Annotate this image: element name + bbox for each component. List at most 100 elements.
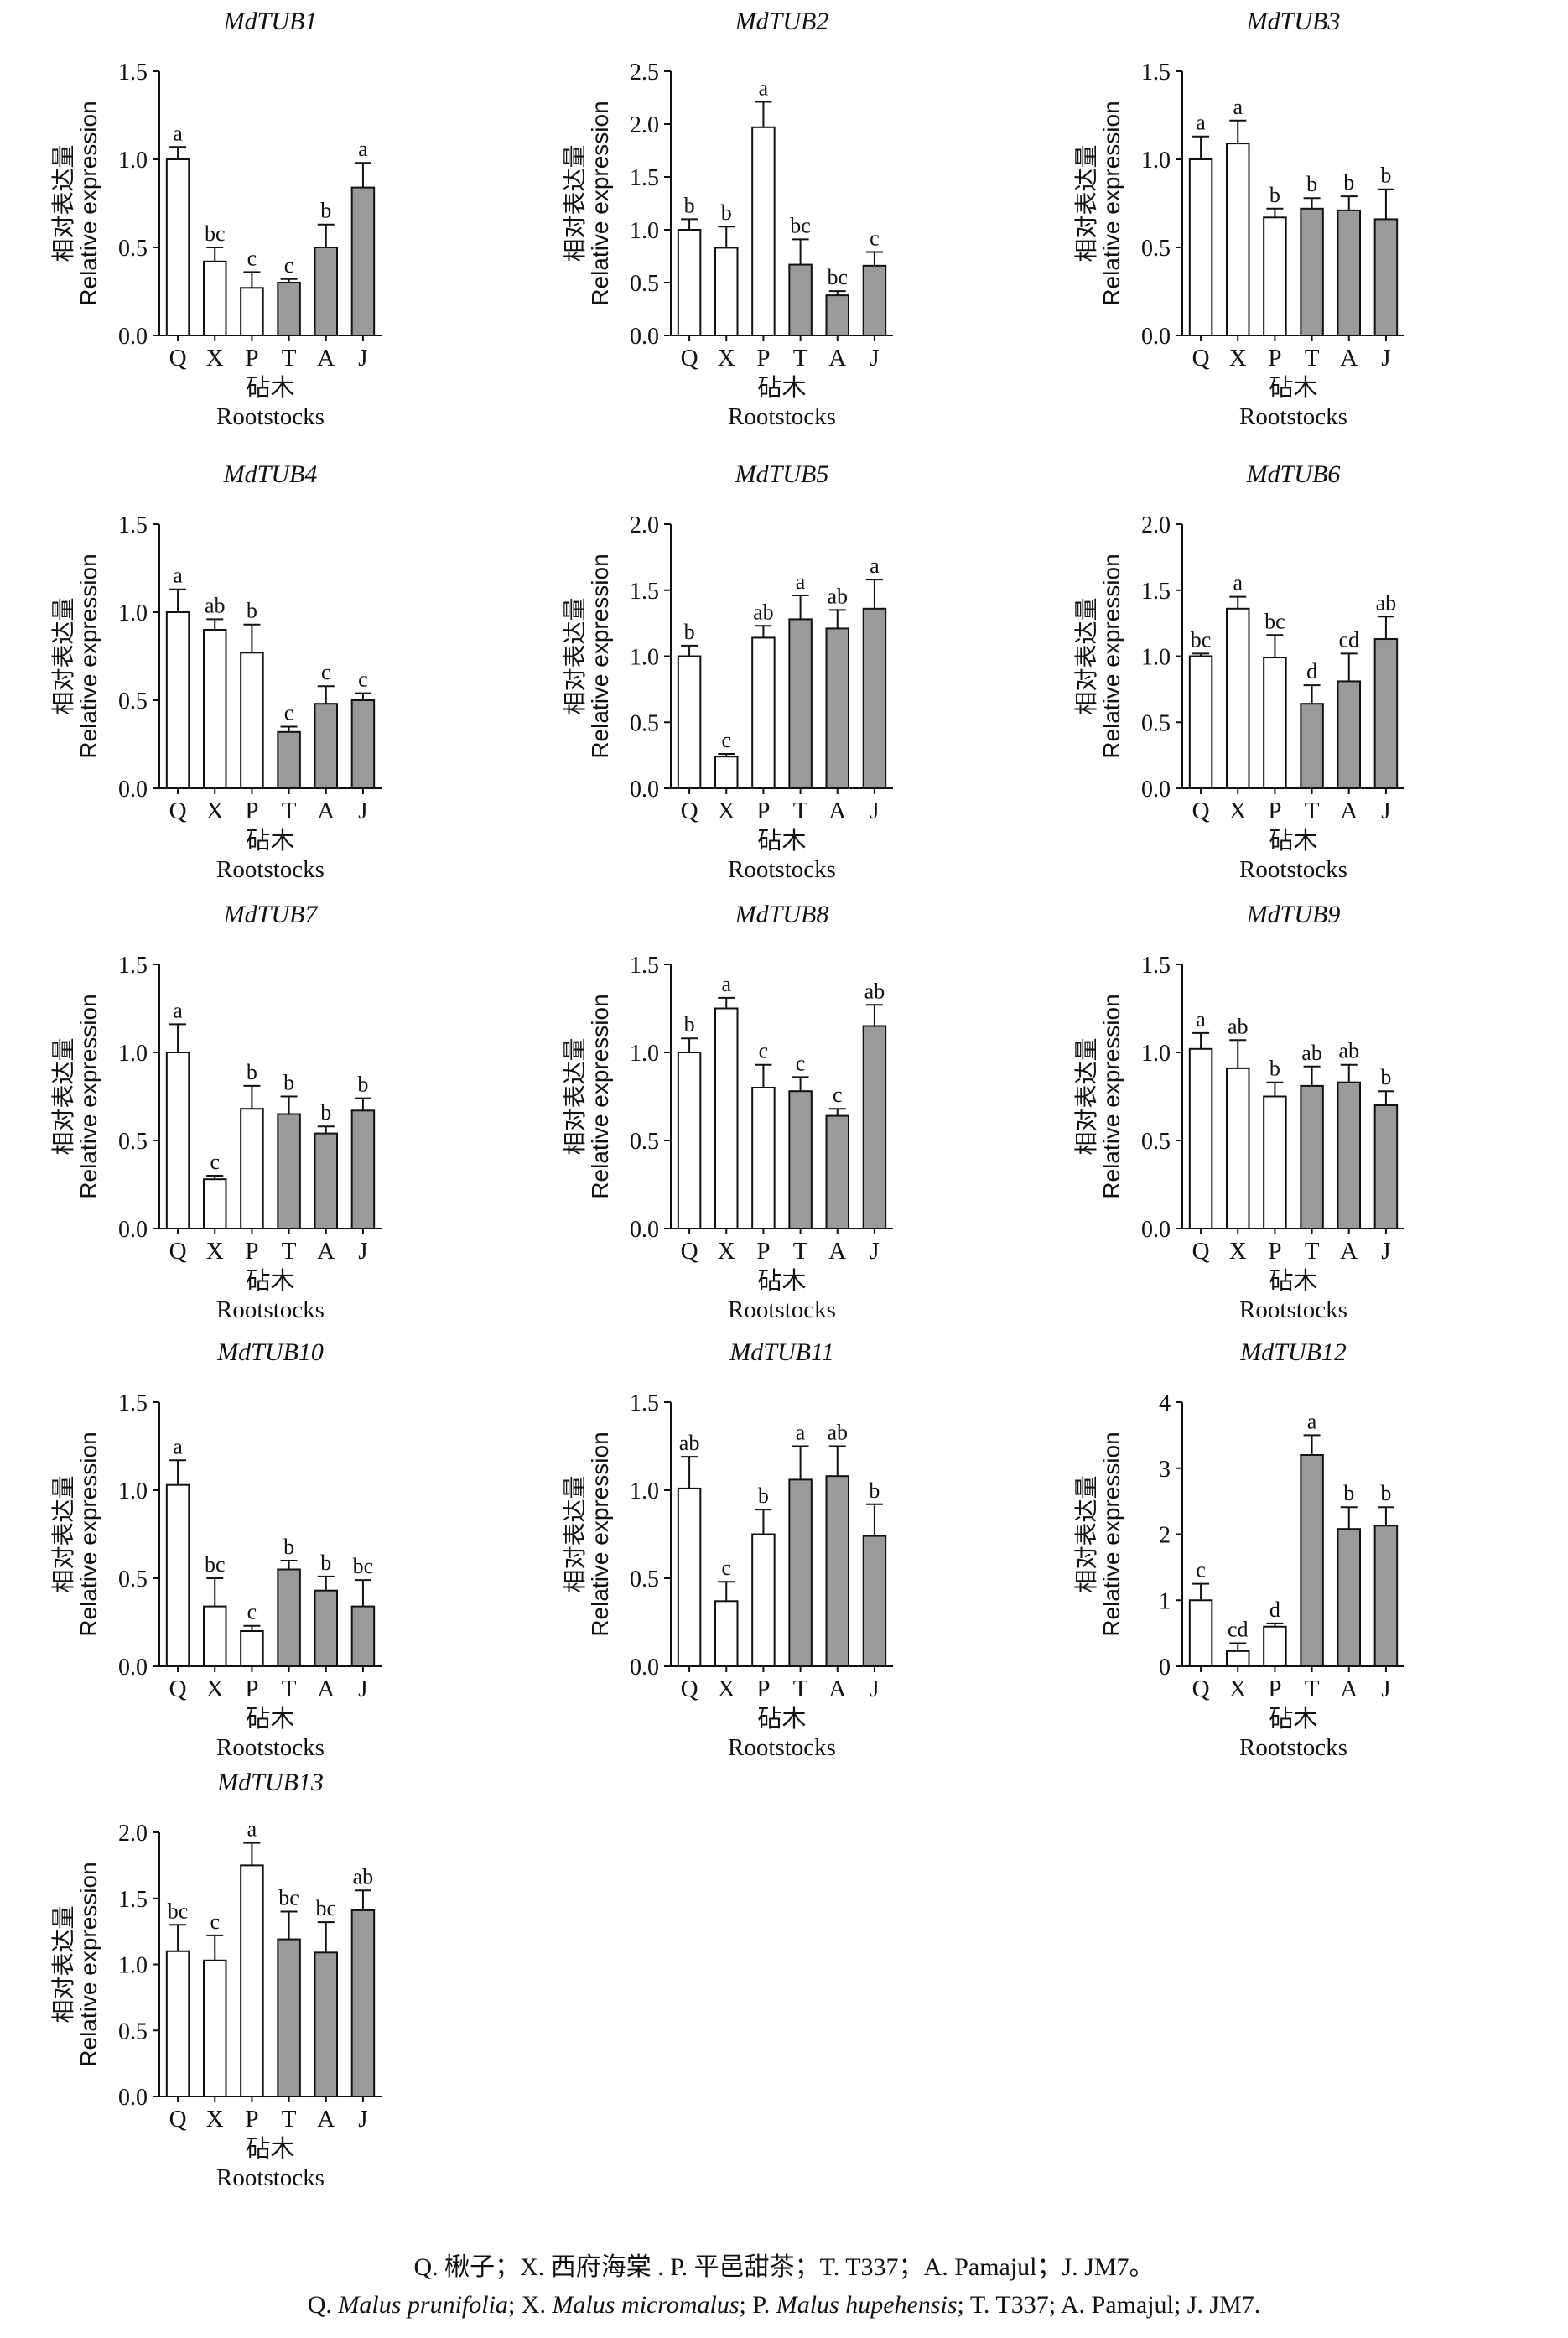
sig-letter-P: b bbox=[1269, 183, 1280, 207]
y-tick-label: 1.5 bbox=[1141, 953, 1171, 979]
bar-Q bbox=[677, 1487, 702, 1668]
x-tick-label-J: J bbox=[870, 798, 879, 824]
x-tick-label-A: A bbox=[1340, 798, 1358, 824]
sig-letter-A: c bbox=[833, 1083, 843, 1107]
x-axis-label-en: Rootstocks bbox=[728, 1296, 836, 1323]
x-axis-label-en: Rootstocks bbox=[1239, 1734, 1347, 1761]
y-axis-label-cn: 相对表达量 bbox=[562, 597, 588, 714]
y-tick-label: 0.0 bbox=[1141, 324, 1171, 350]
sig-letter-T: bc bbox=[790, 213, 811, 237]
x-tick-label-T: T bbox=[793, 798, 808, 824]
sig-letter-P: a bbox=[759, 76, 769, 101]
chart-title: MdTUB12 bbox=[1239, 1338, 1347, 1366]
x-tick-label-X: X bbox=[1229, 1676, 1247, 1702]
y-tick-label: 0.5 bbox=[118, 236, 148, 262]
sig-letter-X: c bbox=[210, 1150, 220, 1174]
bar-X bbox=[714, 1007, 739, 1229]
bar-P bbox=[1263, 1625, 1287, 1667]
x-axis-label-en: Rootstocks bbox=[728, 856, 836, 883]
chart-MdTUB11: MdTUB11 相对表达量 Relative expression 0.0 0.5 1.0… bbox=[562, 1338, 893, 1761]
x-tick-label-J: J bbox=[358, 798, 367, 824]
x-tick-label-P: P bbox=[1268, 798, 1281, 824]
y-tick-label: 4 bbox=[1159, 1390, 1171, 1416]
chart-MdTUB13: MdTUB13 相对表达量 Relative expression 0.0 0.5 1.0… bbox=[50, 1769, 382, 2191]
bar-Q bbox=[1188, 655, 1213, 789]
sig-letter-Q: a bbox=[173, 564, 183, 588]
sig-letter-P: b bbox=[1269, 1057, 1280, 1081]
chart-title: MdTUB8 bbox=[735, 901, 829, 928]
x-axis-label-cn: 砧木 bbox=[246, 1705, 294, 1733]
y-axis-label-cn: 相对表达量 bbox=[1073, 1475, 1099, 1592]
x-axis-label-en: Rootstocks bbox=[1239, 403, 1347, 430]
chart-title: MdTUB7 bbox=[223, 901, 319, 928]
bar-Q bbox=[677, 229, 702, 336]
y-tick-label: 0.0 bbox=[1141, 777, 1171, 803]
caption-line-1-text: Q. 楸子；X. 西府海棠 . P. 平邑甜茶；T. T337；A. Pamaj… bbox=[413, 2253, 1155, 2281]
x-tick-label-A: A bbox=[317, 1676, 335, 1702]
bar-T bbox=[788, 618, 813, 790]
sig-letter-A: b bbox=[320, 1551, 331, 1575]
sig-letter-A: ab bbox=[827, 584, 848, 608]
y-axis-label-cn: 相对表达量 bbox=[1073, 144, 1099, 262]
x-axis-label-en: Rootstocks bbox=[728, 403, 836, 430]
x-tick-label-X: X bbox=[206, 345, 224, 371]
y-tick-label: 0.0 bbox=[118, 324, 148, 350]
sig-letter-Q: b bbox=[684, 620, 695, 644]
x-axis-label-en: Rootstocks bbox=[728, 1734, 836, 1761]
sig-letter-P: c bbox=[247, 246, 257, 270]
x-tick-label-T: T bbox=[1305, 345, 1320, 371]
caption-x-name: Malus micromalus bbox=[552, 2291, 740, 2319]
x-tick-label-X: X bbox=[718, 1676, 735, 1702]
sig-letter-Q: a bbox=[173, 998, 183, 1022]
sig-letter-J: bc bbox=[353, 1554, 374, 1578]
sig-letter-T: a bbox=[1307, 1409, 1317, 1433]
y-tick-label: 1.5 bbox=[630, 165, 659, 191]
x-tick-label-X: X bbox=[718, 798, 735, 824]
y-tick-label: 1.5 bbox=[630, 1390, 659, 1416]
y-tick-label: 1.5 bbox=[118, 60, 148, 86]
x-tick-label-A: A bbox=[1340, 345, 1358, 371]
y-tick-label: 1.0 bbox=[630, 218, 659, 244]
bar-Q bbox=[165, 611, 190, 789]
x-tick-label-P: P bbox=[245, 798, 258, 824]
x-tick-label-A: A bbox=[1340, 1676, 1358, 1702]
x-tick-label-A: A bbox=[317, 798, 335, 824]
x-tick-label-Q: Q bbox=[1192, 345, 1210, 371]
x-axis-label-cn: 砧木 bbox=[1269, 1705, 1317, 1733]
x-tick-label-J: J bbox=[1381, 345, 1390, 371]
x-tick-label-T: T bbox=[282, 1238, 297, 1265]
sig-letter-Q: ab bbox=[679, 1431, 700, 1455]
sig-letter-P: a bbox=[247, 1817, 257, 1842]
bar-T bbox=[1300, 1084, 1324, 1230]
sig-letter-J: a bbox=[358, 137, 368, 161]
x-tick-label-A: A bbox=[828, 798, 846, 824]
bar-X bbox=[203, 1959, 227, 2097]
y-tick-label: 0.0 bbox=[118, 2085, 148, 2111]
x-tick-label-A: A bbox=[317, 345, 335, 371]
y-tick-label: 0.0 bbox=[118, 1655, 148, 1681]
y-tick-label: 0.5 bbox=[118, 2018, 148, 2044]
x-axis-label-cn: 砧木 bbox=[757, 374, 806, 402]
bar-A bbox=[825, 1114, 849, 1229]
caption-rest: ; T. T337; A. Pamajul; J. JM7. bbox=[957, 2291, 1261, 2319]
sig-letter-X: c bbox=[721, 1556, 731, 1580]
y-tick-label: 2.0 bbox=[118, 1821, 148, 1847]
bar-T bbox=[1300, 207, 1324, 336]
bar-A bbox=[314, 703, 338, 790]
y-axis-label-en: Relative expression bbox=[75, 1862, 101, 2066]
x-tick-label-Q: Q bbox=[1192, 798, 1210, 824]
x-tick-label-T: T bbox=[282, 1676, 297, 1702]
y-tick-label: 0.5 bbox=[1141, 710, 1171, 736]
bar-X bbox=[203, 629, 227, 789]
bar-A bbox=[1337, 1081, 1361, 1229]
y-tick-label: 0.0 bbox=[630, 1217, 659, 1243]
y-axis-label-en: Relative expression bbox=[75, 553, 101, 758]
sig-letter-Q: bc bbox=[168, 1899, 189, 1923]
y-axis-label-cn: 相对表达量 bbox=[50, 1475, 76, 1592]
y-axis-label-en: Relative expression bbox=[75, 1431, 101, 1636]
chart-title: MdTUB11 bbox=[729, 1338, 833, 1366]
sig-letter-A: b bbox=[320, 199, 331, 223]
y-axis-label-en: Relative expression bbox=[1098, 553, 1124, 758]
x-tick-label-J: J bbox=[1381, 1676, 1390, 1702]
